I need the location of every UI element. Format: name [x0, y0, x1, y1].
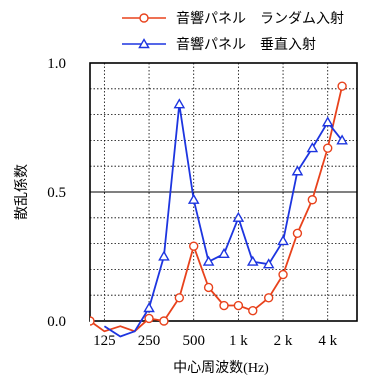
x-axis-label: 中心周波数(Hz) — [173, 360, 269, 376]
y-tick-label: 0.0 — [47, 314, 66, 330]
legend-marker-normal — [138, 38, 150, 49]
legend-entry-normal-incidence: 音響パネル 垂直入射 — [122, 36, 316, 53]
legend-label-normal: 音響パネル 垂直入射 — [176, 36, 316, 53]
data-point — [321, 116, 334, 127]
legend: 音響パネル ランダム入射 音響パネル 垂直入射 — [122, 10, 344, 53]
data-point — [202, 255, 215, 266]
series-line-0 — [90, 85, 343, 333]
data-point — [307, 195, 318, 205]
data-point — [219, 300, 229, 311]
y-tick-label: 1.0 — [47, 56, 66, 72]
plot-frame — [89, 62, 358, 322]
data-point — [174, 293, 185, 303]
data-point — [218, 247, 230, 259]
x-tick-label: 500 — [182, 333, 205, 349]
plot-area: 0.0 0.5 1.0 125 250 500 1 k 2 k 4 k — [47, 56, 358, 349]
data-point — [262, 258, 275, 269]
series-0 — [90, 81, 347, 333]
data-point — [187, 193, 200, 204]
y-tick-label: 0.5 — [47, 185, 66, 201]
data-point — [203, 282, 214, 293]
data-point — [189, 241, 199, 251]
series-1 — [103, 98, 348, 338]
legend-entry-random-incidence: 音響パネル ランダム入射 — [122, 10, 344, 27]
data-point — [90, 316, 95, 326]
x-tick-label: 4 k — [318, 333, 337, 349]
data-point — [277, 235, 289, 246]
data-point — [336, 134, 348, 145]
data-point — [292, 228, 303, 238]
x-tick-label: 2 k — [274, 333, 293, 349]
data-point — [233, 300, 244, 311]
legend-marker-random — [139, 13, 149, 23]
data-point — [323, 143, 333, 153]
x-tick-label: 125 — [93, 333, 116, 349]
legend-label-random: 音響パネル ランダム入射 — [176, 10, 344, 27]
data-point — [158, 250, 170, 261]
data-point — [144, 313, 154, 324]
y-axis-label: 散乱係数 — [14, 164, 30, 220]
data-point — [263, 293, 274, 303]
x-tick-label: 250 — [138, 333, 161, 349]
data-point — [159, 316, 169, 326]
data-point — [248, 305, 258, 316]
data-point — [232, 211, 245, 222]
data-point — [278, 269, 288, 280]
data-point — [246, 255, 259, 266]
data-point — [173, 98, 186, 109]
x-tick-label: 1 k — [229, 333, 248, 349]
data-point — [291, 165, 304, 176]
data-point — [306, 142, 319, 153]
data-point — [143, 302, 155, 313]
data-point — [337, 81, 347, 91]
